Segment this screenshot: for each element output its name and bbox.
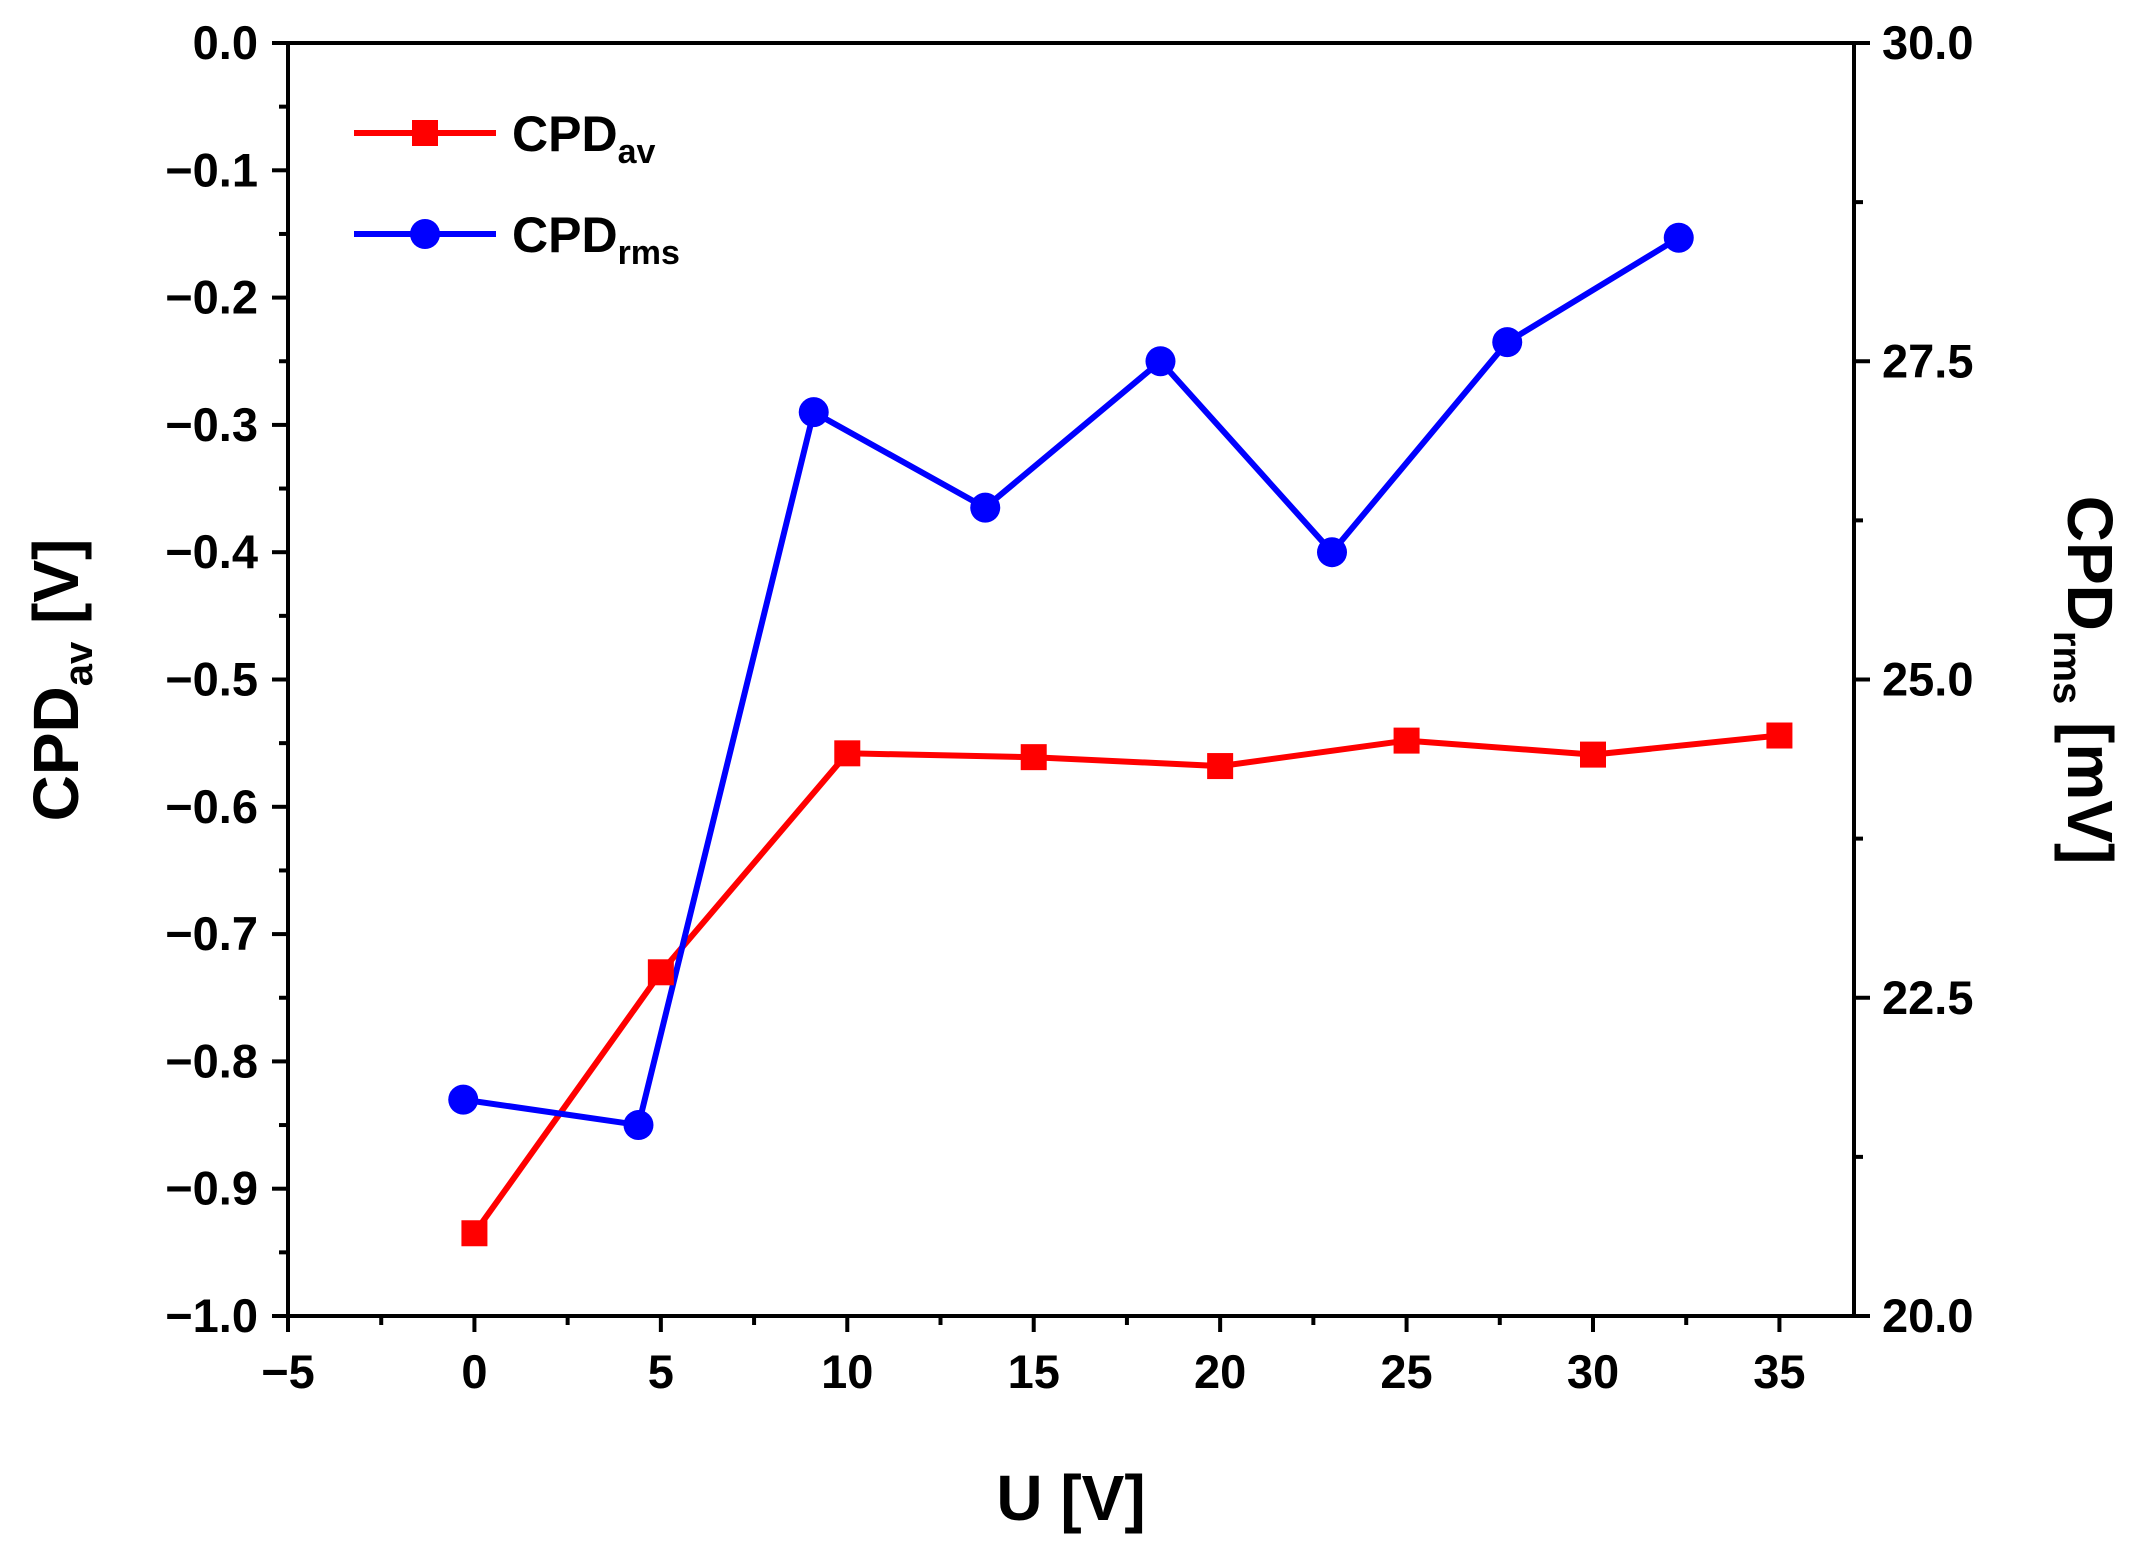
y-left-tick-label: −0.1 <box>165 143 258 196</box>
y-right-axis-title: CPDrms [mV] <box>2045 496 2126 865</box>
data-point-cpd-av <box>647 959 674 986</box>
y-right-tick-label: 22.5 <box>1882 971 1973 1024</box>
x-tick-label: 5 <box>648 1345 674 1398</box>
legend-cpd-av-main: CPD <box>512 106 618 162</box>
y-left-tick-label: −0.9 <box>165 1162 258 1215</box>
y-left-tick-label: −0.2 <box>165 271 258 324</box>
x-tick-label: 20 <box>1194 1345 1246 1398</box>
y-right-title-main: CPD <box>2054 496 2126 631</box>
data-point-cpd-rms <box>1145 346 1176 377</box>
x-tick-label: 0 <box>461 1345 487 1398</box>
data-point-cpd-av <box>834 740 861 767</box>
data-point-cpd-rms <box>970 492 1001 523</box>
y-right-title-sub: rms <box>2045 631 2089 704</box>
legend-cpd-rms-main: CPD <box>512 207 618 263</box>
x-tick-label: −5 <box>261 1345 315 1398</box>
y-left-tick-label: 0.0 <box>193 16 258 69</box>
y-left-axis-ticks: 0.0 −0.1 −0.2 −0.3 −0.4 −0.5 −0.6 −0.7 −0.8 −0.9 −… <box>165 16 288 1342</box>
y-left-axis-title: CPDav [V] <box>20 539 101 822</box>
legend-cpd-rms-sub: rms <box>618 234 680 272</box>
data-point-cpd-av <box>1766 722 1793 749</box>
data-point-cpd-rms <box>623 1110 654 1141</box>
data-point-cpd-av <box>1393 727 1420 754</box>
y-left-tick-label: −0.3 <box>165 398 258 451</box>
y-right-tick-label: 27.5 <box>1882 334 1973 387</box>
x-tick-label: 15 <box>1008 1345 1060 1398</box>
legend-label-cpd-av: CPDav <box>512 106 655 171</box>
y-right-axis-ticks: 30.0 27.5 25.0 22.5 20.0 <box>1854 16 1973 1342</box>
y-right-tick-label: 20.0 <box>1882 1289 1973 1342</box>
data-point-cpd-rms <box>798 397 829 428</box>
data-point-cpd-rms <box>448 1084 479 1115</box>
legend-label-cpd-rms: CPDrms <box>512 207 680 272</box>
y-left-tick-label: −0.8 <box>165 1034 258 1087</box>
data-point-cpd-rms <box>1492 327 1523 358</box>
y-left-tick-label: −0.5 <box>165 653 258 706</box>
data-point-cpd-av <box>1580 741 1606 768</box>
x-axis-ticks: −5 0 5 10 15 20 25 30 35 <box>261 1316 1806 1398</box>
series-lines <box>462 235 1780 1236</box>
legend-marker-cpd-rms <box>410 219 440 249</box>
y-left-title-sub: av <box>57 641 101 686</box>
series-markers <box>448 222 1793 1247</box>
x-tick-label: 25 <box>1380 1345 1432 1398</box>
x-tick-label: 10 <box>821 1345 873 1398</box>
x-tick-label: 30 <box>1567 1345 1619 1398</box>
x-axis-title: U [V] <box>996 1462 1145 1534</box>
y-left-title-main: CPD <box>20 686 92 821</box>
data-point-cpd-av <box>461 1220 488 1247</box>
series-line-cpd-rms <box>462 235 1681 1128</box>
y-left-tick-label: −0.6 <box>165 780 258 833</box>
y-left-tick-label: −1.0 <box>165 1289 258 1342</box>
legend-marker-cpd-av <box>412 120 438 146</box>
legend-cpd-av-sub: av <box>618 133 656 171</box>
data-point-cpd-av <box>1207 753 1234 780</box>
y-left-title-unit: [V] <box>20 539 92 642</box>
y-left-tick-label: −0.4 <box>165 525 258 578</box>
y-right-tick-label: 30.0 <box>1882 16 1973 69</box>
x-tick-label: 35 <box>1753 1345 1805 1398</box>
y-right-title-unit: [mV] <box>2054 704 2126 864</box>
data-point-cpd-av <box>1020 744 1047 771</box>
data-point-cpd-rms <box>1317 537 1347 568</box>
y-left-tick-label: −0.7 <box>165 907 258 960</box>
legend: CPDav CPDrms <box>354 106 680 272</box>
series-line-cpd-av <box>471 732 1780 1236</box>
data-point-cpd-rms <box>1663 222 1694 253</box>
y-right-tick-label: 25.0 <box>1882 653 1973 706</box>
